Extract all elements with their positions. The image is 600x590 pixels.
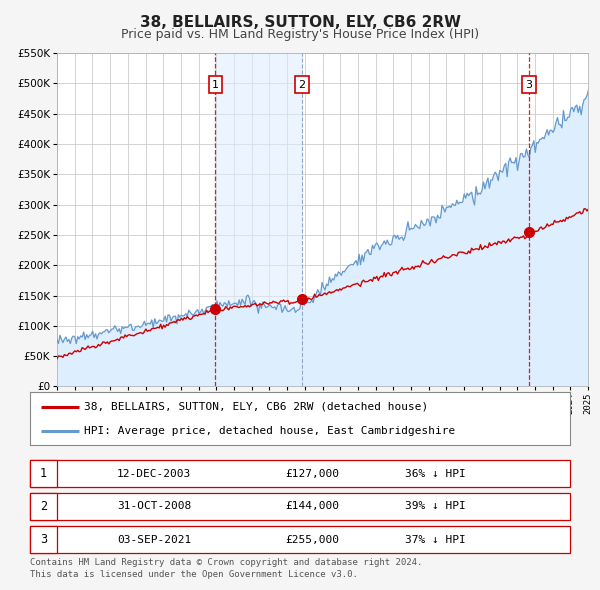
Text: £255,000: £255,000 (285, 535, 339, 545)
Text: 03-SEP-2021: 03-SEP-2021 (117, 535, 191, 545)
Text: 38, BELLAIRS, SUTTON, ELY, CB6 2RW (detached house): 38, BELLAIRS, SUTTON, ELY, CB6 2RW (deta… (84, 402, 428, 412)
Text: 39% ↓ HPI: 39% ↓ HPI (405, 502, 466, 511)
Text: 2: 2 (40, 500, 47, 513)
Text: 1: 1 (212, 80, 219, 90)
Text: Contains HM Land Registry data © Crown copyright and database right 2024.
This d: Contains HM Land Registry data © Crown c… (30, 558, 422, 579)
Text: HPI: Average price, detached house, East Cambridgeshire: HPI: Average price, detached house, East… (84, 426, 455, 436)
Text: 3: 3 (40, 533, 47, 546)
Text: 12-DEC-2003: 12-DEC-2003 (117, 469, 191, 478)
Text: 3: 3 (526, 80, 533, 90)
Text: £127,000: £127,000 (285, 469, 339, 478)
Text: Price paid vs. HM Land Registry's House Price Index (HPI): Price paid vs. HM Land Registry's House … (121, 28, 479, 41)
Text: 2: 2 (298, 80, 305, 90)
Text: 38, BELLAIRS, SUTTON, ELY, CB6 2RW: 38, BELLAIRS, SUTTON, ELY, CB6 2RW (139, 15, 461, 30)
Text: 1: 1 (40, 467, 47, 480)
Text: 37% ↓ HPI: 37% ↓ HPI (405, 535, 466, 545)
Bar (215, 53, 302, 386)
Text: 36% ↓ HPI: 36% ↓ HPI (405, 469, 466, 478)
Text: 31-OCT-2008: 31-OCT-2008 (117, 502, 191, 511)
Text: £144,000: £144,000 (285, 502, 339, 511)
